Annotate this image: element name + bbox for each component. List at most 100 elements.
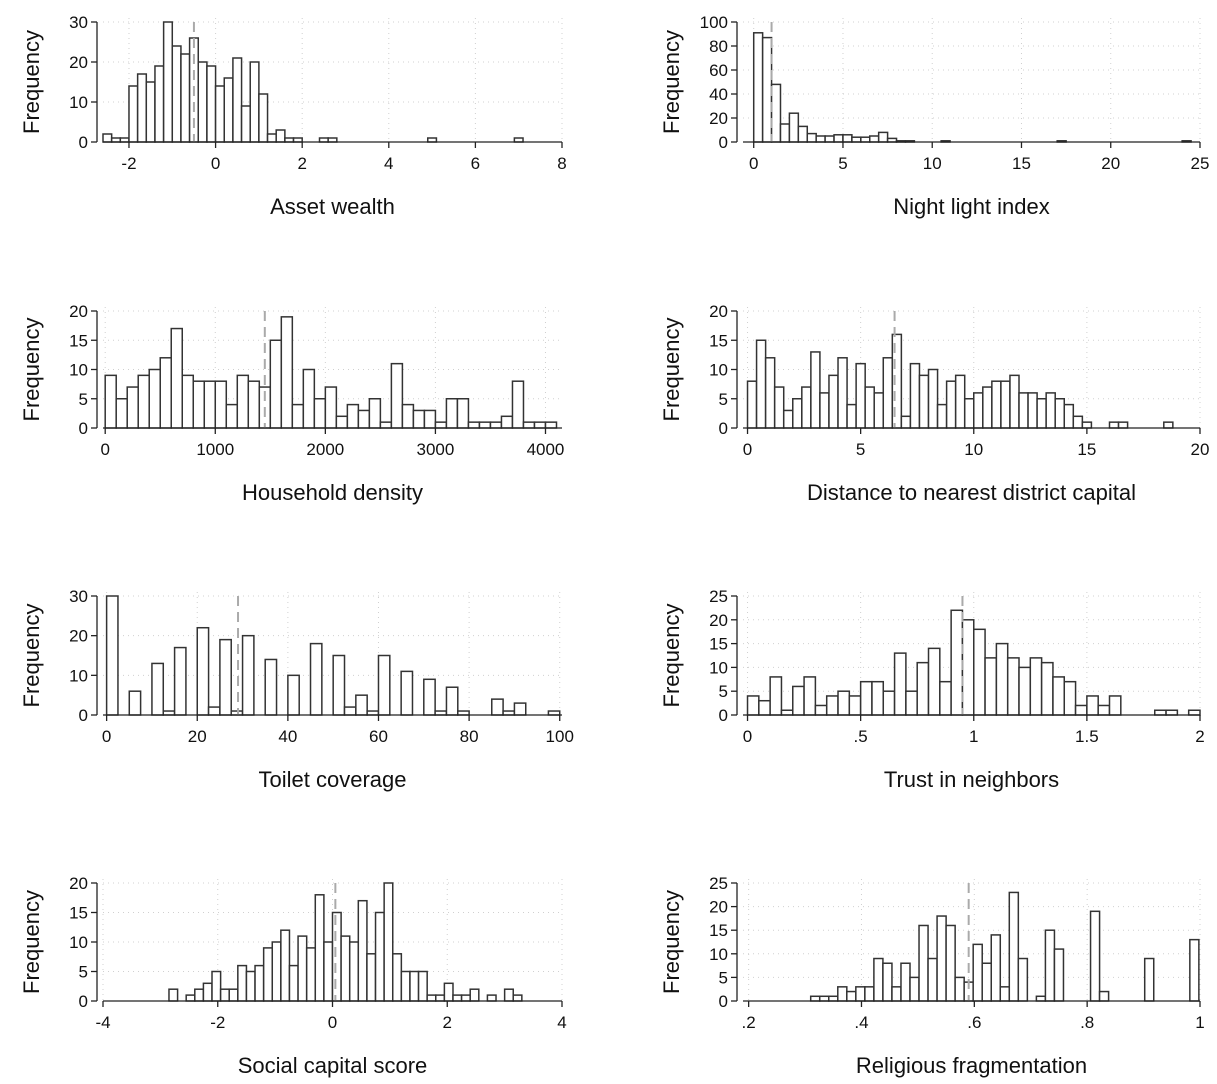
x-axis-title: Religious fragmentation bbox=[856, 1053, 1087, 1078]
histogram-bar bbox=[435, 994, 446, 1002]
histogram-bar bbox=[769, 676, 783, 716]
histogram-bar bbox=[503, 988, 514, 1002]
y-tick-label: 10 bbox=[69, 361, 88, 380]
histogram-bar bbox=[486, 994, 497, 1002]
histogram-bar bbox=[219, 638, 232, 716]
histogram-bar bbox=[445, 686, 459, 716]
histogram-bar bbox=[104, 374, 117, 429]
y-tick-label: 0 bbox=[719, 419, 728, 438]
histogram-bar bbox=[846, 990, 857, 1002]
histogram-bar bbox=[331, 911, 342, 1002]
histogram-bar bbox=[939, 680, 952, 716]
histogram-bar bbox=[148, 368, 161, 429]
histogram-bar bbox=[927, 647, 941, 716]
y-axis-title: Frequency bbox=[19, 318, 44, 422]
histogram-bar bbox=[891, 986, 902, 1002]
histogram-bar bbox=[973, 392, 984, 429]
y-axis-title: Frequency bbox=[19, 604, 44, 708]
histogram-bar bbox=[792, 685, 805, 716]
histogram-bar bbox=[1074, 704, 1088, 716]
histogram-bar bbox=[102, 133, 113, 143]
histogram-bar bbox=[1009, 374, 1020, 429]
histogram-bar bbox=[206, 65, 217, 143]
x-tick-label: .6 bbox=[967, 1013, 981, 1032]
histogram-bar bbox=[305, 947, 317, 1002]
histogram-bar bbox=[151, 662, 165, 716]
histogram-bar bbox=[544, 421, 558, 429]
histogram-bar bbox=[302, 368, 316, 429]
histogram-bar bbox=[864, 386, 875, 429]
histogram-bar bbox=[400, 670, 414, 716]
x-tick-label: 60 bbox=[369, 727, 388, 746]
histogram-bar bbox=[214, 85, 225, 143]
histogram-bar bbox=[445, 398, 459, 429]
histogram-bar bbox=[443, 982, 454, 1002]
histogram-bar bbox=[780, 709, 794, 716]
y-tick-label: 5 bbox=[79, 963, 88, 982]
histogram-bar bbox=[981, 962, 992, 1002]
histogram-bar bbox=[280, 929, 291, 1002]
histogram-bar bbox=[417, 970, 428, 1002]
histogram-bar bbox=[254, 964, 265, 1002]
histogram-bar bbox=[833, 134, 844, 143]
histogram-bar bbox=[797, 125, 809, 143]
y-tick-label: 10 bbox=[69, 93, 88, 112]
histogram-bar bbox=[782, 409, 794, 429]
y-axis-title: Frequency bbox=[19, 30, 44, 134]
histogram-bar bbox=[1063, 680, 1077, 716]
histogram-bar bbox=[271, 941, 282, 1002]
histogram-bar bbox=[309, 642, 323, 716]
histogram-bar bbox=[275, 129, 286, 143]
histogram-bar bbox=[126, 386, 139, 429]
histogram-bar bbox=[269, 339, 283, 429]
histogram-bar bbox=[927, 957, 938, 1002]
histogram-bar bbox=[366, 953, 377, 1002]
histogram-bar bbox=[297, 935, 308, 1002]
histogram-bar bbox=[984, 657, 998, 716]
histogram-bar bbox=[115, 398, 128, 429]
x-tick-label: 5 bbox=[856, 440, 865, 459]
histogram-bar bbox=[936, 915, 947, 1002]
histogram-bar bbox=[374, 911, 385, 1002]
y-tick-label: 10 bbox=[709, 361, 728, 380]
y-axis-title: Frequency bbox=[659, 318, 684, 422]
histogram-bar bbox=[467, 421, 481, 429]
x-tick-label: 0 bbox=[743, 727, 752, 746]
x-tick-label: 15 bbox=[1077, 440, 1096, 459]
histogram-bar bbox=[810, 351, 821, 429]
histogram-bar bbox=[232, 57, 243, 143]
x-tick-label: 4 bbox=[384, 154, 393, 173]
y-tick-label: 0 bbox=[719, 133, 728, 152]
histogram-bar bbox=[1006, 657, 1020, 716]
histogram-bar bbox=[511, 380, 525, 429]
x-tick-label: 80 bbox=[460, 727, 479, 746]
histogram-bar bbox=[452, 994, 463, 1002]
y-tick-label: 0 bbox=[79, 419, 88, 438]
x-tick-label: 2 bbox=[1195, 727, 1204, 746]
histogram-bar bbox=[412, 409, 426, 429]
histogram-bar bbox=[346, 403, 360, 429]
histogram-bar bbox=[1072, 415, 1084, 429]
histogram-bar bbox=[340, 935, 351, 1002]
histogram-bar bbox=[758, 699, 771, 716]
histogram-bar bbox=[818, 995, 830, 1002]
histogram-bar bbox=[368, 398, 382, 429]
histogram-bar bbox=[400, 970, 411, 1002]
histogram-bar bbox=[390, 362, 404, 429]
x-tick-label: 1.5 bbox=[1075, 727, 1099, 746]
histogram-bar bbox=[752, 32, 764, 143]
x-tick-label: 10 bbox=[923, 154, 942, 173]
x-tick-label: 8 bbox=[557, 154, 566, 173]
histogram-bar bbox=[500, 415, 514, 429]
histogram-bar bbox=[128, 690, 142, 716]
y-tick-label: 30 bbox=[69, 13, 88, 32]
y-tick-label: 20 bbox=[709, 611, 728, 630]
histogram-bar bbox=[905, 690, 918, 716]
histogram-bar bbox=[383, 882, 394, 1002]
histogram-bar bbox=[1108, 421, 1120, 429]
panel-night-light-index: 0 20 40 60 80 100 0 5 10 15 20 25 Night light index F… bbox=[659, 13, 1209, 219]
x-tick-label: 0 bbox=[328, 1013, 337, 1032]
histogram-bar bbox=[882, 690, 896, 716]
histogram-bar bbox=[877, 131, 889, 143]
